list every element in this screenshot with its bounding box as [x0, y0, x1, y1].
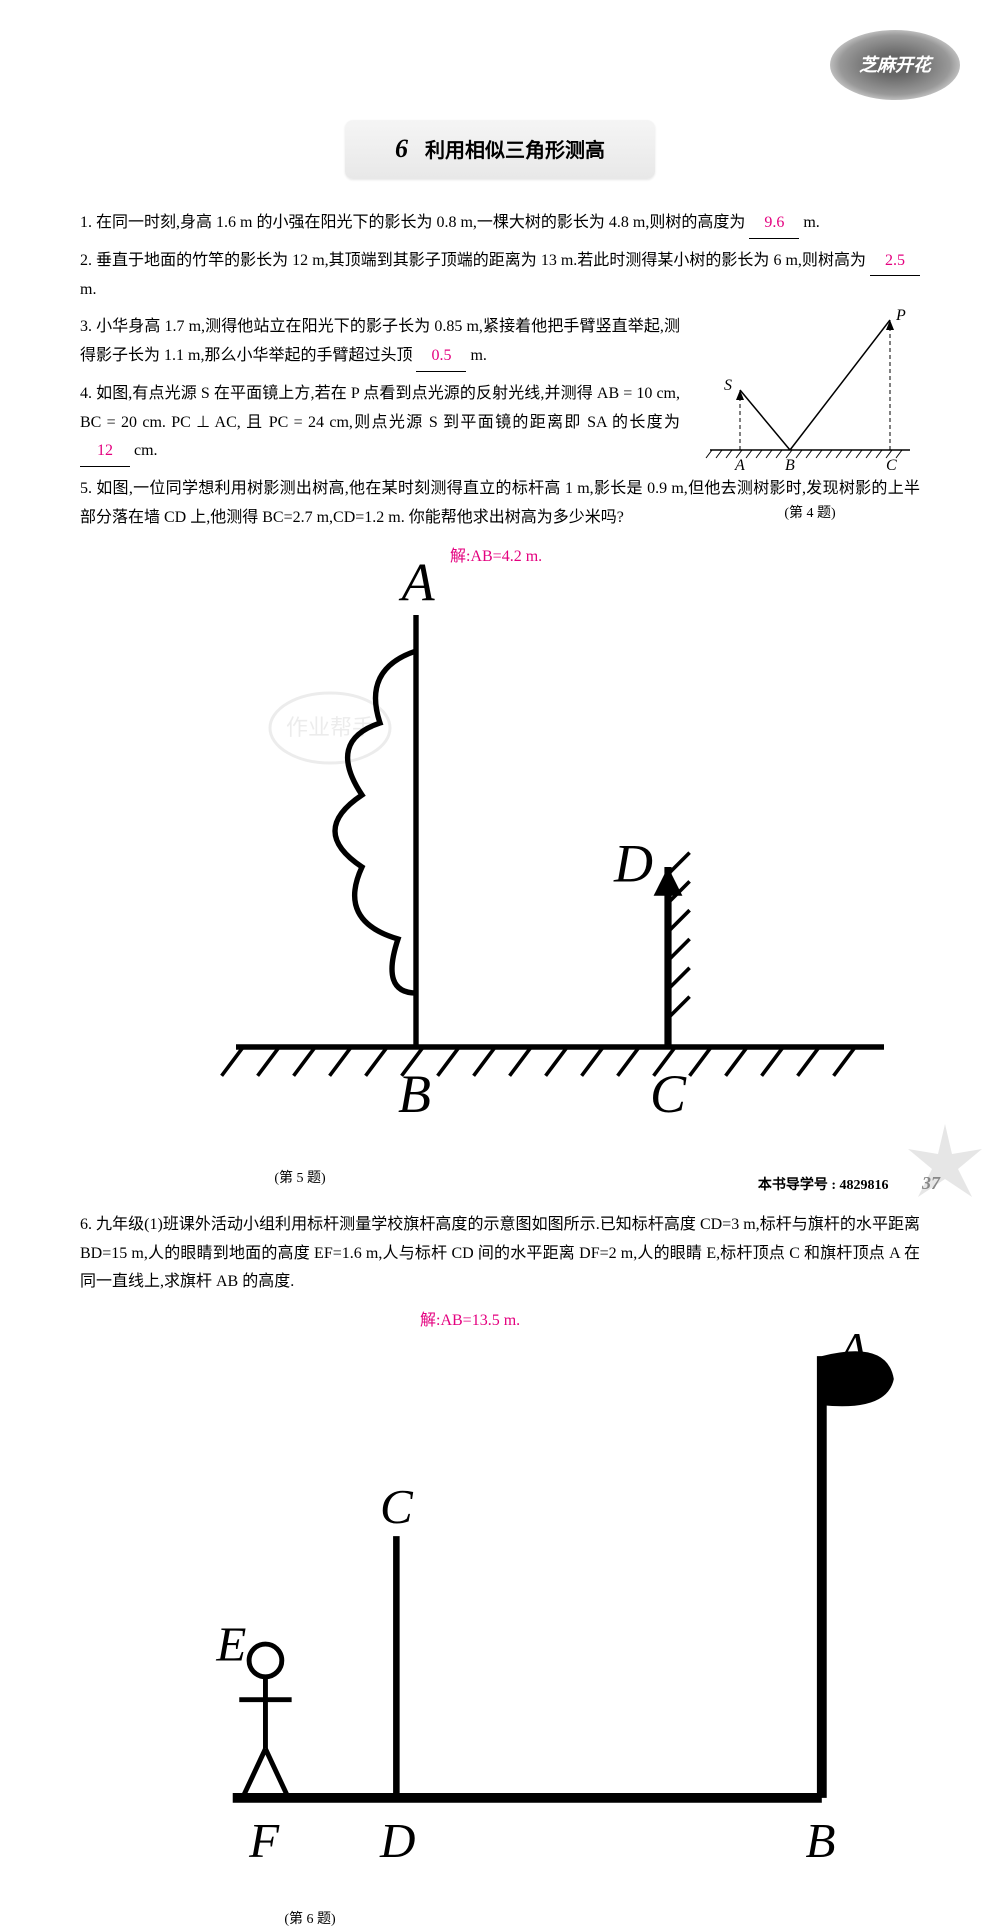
section-number: 6: [395, 134, 408, 163]
label-C: C: [886, 457, 897, 474]
brand-text: 芝麻开花: [859, 49, 931, 81]
label-P: P: [895, 307, 906, 324]
label-B: B: [785, 457, 795, 474]
problem-text: 在同一时刻,身高 1.6 m 的小强在阳光下的影长为 0.8 m,一棵大树的影长…: [96, 214, 745, 231]
problem-3: 3. 小华身高 1.7 m,测得他站立在阳光下的影子长为 0.85 m,紧接着他…: [80, 313, 680, 372]
svg-text:F: F: [248, 1813, 280, 1868]
svg-text:B: B: [398, 1064, 431, 1124]
svg-text:A: A: [835, 1322, 869, 1377]
problem-2: 2. 垂直于地面的竹竿的影长为 12 m,其顶端到其影子顶端的距离为 13 m.…: [80, 247, 920, 306]
label-A: A: [734, 457, 745, 474]
figure-4-caption: (第 4 题): [700, 501, 920, 526]
answer-blank: 9.6: [749, 209, 799, 239]
svg-text:A: A: [399, 552, 436, 612]
label-S: S: [724, 377, 732, 394]
answer-blank: 2.5: [870, 247, 920, 277]
problem-number: 6.: [80, 1216, 92, 1233]
figure-5: A B C D (第 5 题): [200, 543, 920, 1191]
problem-number: 5.: [80, 480, 92, 497]
figure-6: 解:AB=13.5 m. A B C D E F (第 6 题): [200, 1307, 920, 1932]
problem-1: 1. 在同一时刻,身高 1.6 m 的小强在阳光下的影长为 0.8 m,一棵大树…: [80, 209, 920, 239]
page: 芝麻开花 6 利用相似三角形测高 1. 在同一时刻,身高 1.6 m 的小强在阳…: [0, 0, 1000, 1229]
problem-text-suffix: m.: [80, 281, 96, 298]
problem-number: 3.: [80, 318, 92, 335]
svg-text:B: B: [805, 1813, 835, 1868]
brand-logo: 芝麻开花: [830, 30, 960, 100]
problem-number: 4.: [80, 385, 92, 402]
svg-text:E: E: [215, 1617, 246, 1672]
problem-text: 小华身高 1.7 m,测得他站立在阳光下的影子长为 0.85 m,紧接着他把手臂…: [80, 318, 680, 364]
problem-text: 垂直于地面的竹竿的影长为 12 m,其顶端到其影子顶端的距离为 13 m.若此时…: [96, 252, 866, 269]
figure-6-caption: (第 6 题): [200, 1907, 420, 1932]
problem-text-suffix: cm.: [134, 442, 158, 459]
problem-text: 九年级(1)班课外活动小组利用标杆测量学校旗杆高度的示意图如图所示.已知标杆高度…: [80, 1216, 920, 1291]
figure-4: S P A B C (第 4 题): [700, 300, 920, 490]
problem-number: 2.: [80, 252, 92, 269]
guide-number: 本书导学号 : 4829816: [758, 1178, 889, 1193]
corner-decoration-icon: [900, 1119, 990, 1209]
answer-blank: 0.5: [416, 342, 466, 372]
svg-text:D: D: [379, 1813, 415, 1868]
problem-number: 1.: [80, 214, 92, 231]
problem-6: 6. 九年级(1)班课外活动小组利用标杆测量学校旗杆高度的示意图如图所示.已知标…: [80, 1211, 920, 1297]
section-title-bar: 6 利用相似三角形测高: [80, 120, 920, 179]
answer-blank: 12: [80, 437, 130, 467]
section-title: 利用相似三角形测高: [425, 140, 605, 162]
problem-text-suffix: m.: [803, 214, 819, 231]
figure-5-caption: (第 5 题): [200, 1166, 400, 1191]
solution-6: 解:AB=13.5 m.: [420, 1307, 520, 1336]
problem-text: 如图,有点光源 S 在平面镜上方,若在 P 点看到点光源的反射光线,并测得 AB…: [80, 385, 680, 431]
svg-text:D: D: [613, 833, 653, 893]
svg-text:C: C: [380, 1479, 414, 1534]
svg-text:C: C: [650, 1064, 687, 1124]
solution-5: 解:AB=4.2 m.: [450, 543, 542, 572]
problem-4: 4. 如图,有点光源 S 在平面镜上方,若在 P 点看到点光源的反射光线,并测得…: [80, 380, 680, 467]
problem-text-suffix: m.: [470, 347, 486, 364]
